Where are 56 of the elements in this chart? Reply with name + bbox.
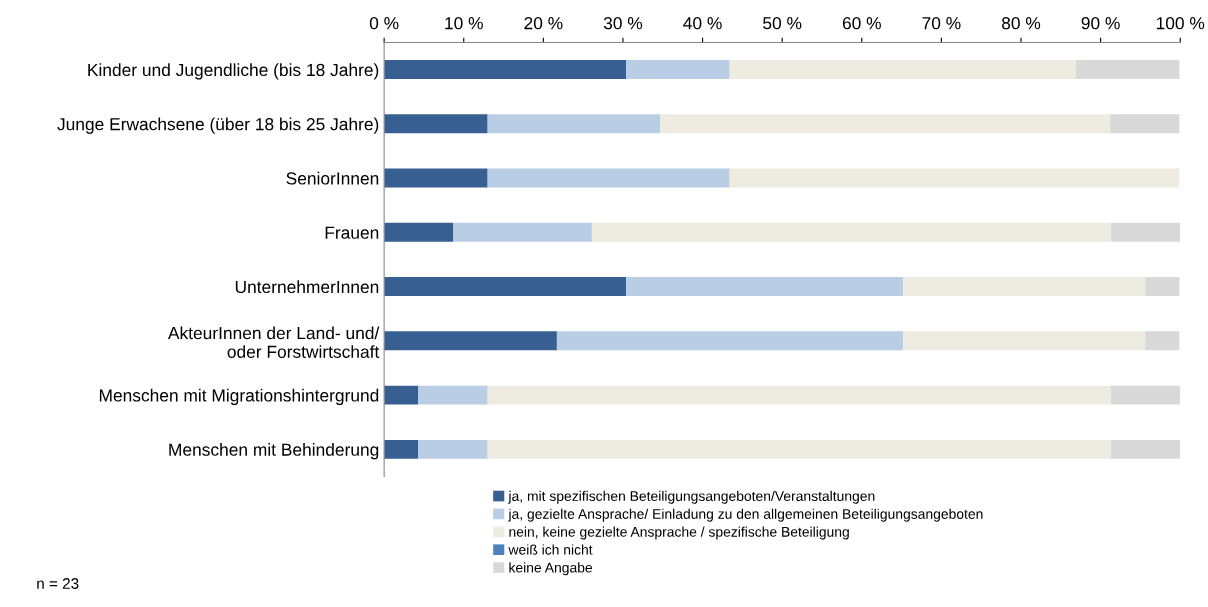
y-tick-label: Junge Erwachsene (über 18 bis 25 Jahre) [57,117,379,134]
bar [384,331,557,351]
bar [384,277,627,297]
x-tick-label: 20 % [524,17,563,30]
y-tick-label: AkteurInnen der Land- und/ oder Forstwirtschaft [167,326,380,358]
bar [1110,439,1181,459]
bar [384,168,488,188]
bar [729,60,1076,80]
bar [729,168,1180,188]
x-tick-label: 40 % [683,17,722,30]
bar [903,277,1146,297]
bar [384,60,627,80]
x-tick-label: 80 % [1001,17,1041,30]
x-tick-label: 0 % [369,17,399,30]
y-tick-label: UnternehmerInnen [235,280,379,294]
y-tick-label: Menschen mit Behinderung [169,443,379,460]
bar [487,114,661,134]
x-tick-label: 70 % [922,17,961,30]
bar [1110,385,1181,405]
bar [626,277,904,297]
x-tick-label: 10 % [445,17,483,30]
bar [418,439,488,459]
bar [487,168,730,188]
bar [1145,277,1180,297]
y-tick-label: Menschen mit Migrationshintergrund [99,388,379,406]
text: n = 23 [37,578,79,589]
bar [556,331,904,351]
bar [384,114,488,134]
x-tick-label: 30 % [603,17,643,30]
bar [418,385,488,405]
bar [487,439,1111,459]
bar [487,385,1111,405]
bar [1145,331,1180,351]
bar [1110,114,1180,134]
legend-label: ja, mit spezifischen Beteiligungsangeboten/Veranstaltungen [508,490,875,504]
x-tick-label: 60 % [842,17,881,30]
x-tick-label: 100 % [1156,17,1205,30]
y-tick-label: Frauen [325,226,379,239]
x-tick-label: 50 % [763,17,802,30]
bar [903,331,1146,351]
bar [591,222,1111,242]
y-tick-label: SeniorInnen [286,171,379,185]
bar [384,385,419,405]
bar [626,60,730,80]
legend-label: nein, keine gezielte Ansprache / spezifische Beteiligung [509,526,849,540]
y-tick-label: Kinder und Jugendliche (bis 18 Jahre) [88,63,379,80]
bar [660,114,1111,134]
x-tick-label: 90 % [1081,17,1120,30]
bar [384,439,419,459]
bar [1110,222,1181,242]
legend-label: keine Angabe [509,562,593,576]
bar [384,222,454,242]
bar [1075,60,1180,80]
bar [453,222,592,242]
legend-label: weiß ich nicht [508,544,593,555]
legend-label: ja, gezielte Ansprache/ Einladung zu den allgemeinen Beteiligungsangeboten [508,508,983,522]
